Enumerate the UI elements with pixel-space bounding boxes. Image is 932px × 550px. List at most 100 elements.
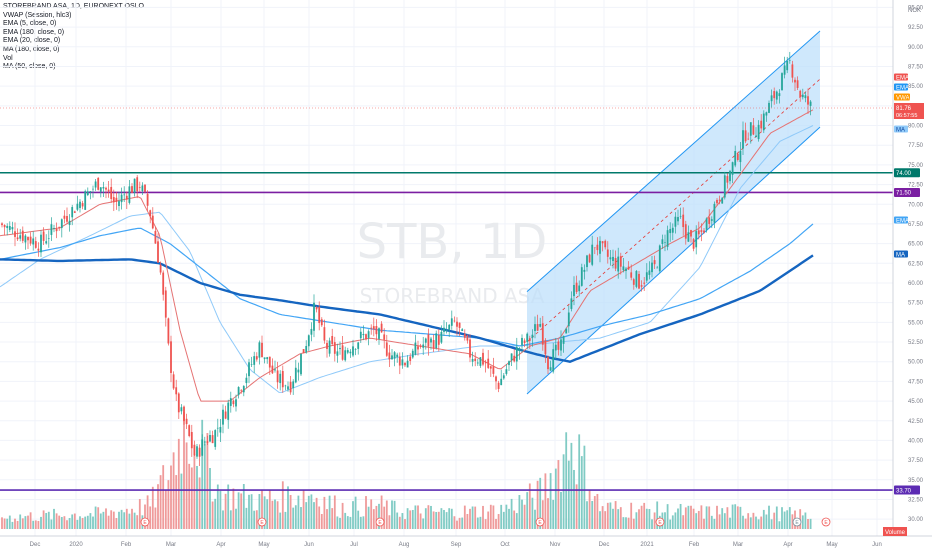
volume-bar — [255, 510, 258, 529]
earnings-marker-circle — [375, 517, 385, 527]
volume-bar — [476, 517, 479, 529]
earnings-marker[interactable]: E — [821, 517, 831, 527]
candle-body — [700, 230, 703, 232]
x-tick-label: Apr — [216, 542, 225, 548]
volume-bar — [164, 489, 167, 529]
watermark-name: STOREBRAND ASA — [360, 284, 545, 308]
candle-body — [365, 334, 367, 340]
candle-body — [479, 357, 482, 366]
candle-body — [474, 358, 477, 362]
candle-body — [84, 191, 87, 210]
earnings-marker[interactable]: E — [535, 517, 545, 527]
volume-bar — [138, 499, 141, 529]
earnings-marker[interactable]: E — [375, 517, 385, 527]
volume-bar — [687, 505, 690, 529]
volume-bar — [510, 498, 513, 529]
volume-bar — [437, 511, 440, 529]
volume-bar — [63, 516, 66, 529]
earnings-marker[interactable]: E — [140, 517, 150, 527]
volume-bar — [567, 460, 570, 529]
candle-body — [391, 355, 393, 360]
candle-body — [89, 191, 92, 193]
volume-bar — [601, 506, 604, 529]
earnings-marker[interactable]: E — [655, 517, 665, 527]
volume-bar — [632, 518, 635, 529]
volume-bar — [677, 508, 679, 529]
volume-bar — [367, 506, 370, 529]
volume-bar — [762, 509, 765, 529]
volume-bar — [508, 508, 510, 529]
candle-body — [541, 323, 544, 345]
volume-bar — [391, 500, 393, 529]
candle-body — [258, 342, 261, 358]
candle-body — [68, 220, 71, 226]
candle-body — [645, 272, 648, 281]
candle-body — [235, 399, 237, 407]
volume-bar — [196, 465, 198, 529]
candle-body — [411, 350, 414, 358]
ema5-tag-bg — [894, 73, 908, 81]
volume-bar — [385, 500, 388, 529]
candle-body — [807, 96, 809, 105]
candle-body — [760, 120, 763, 129]
volume-bar — [266, 499, 269, 529]
candle-body — [289, 381, 292, 393]
candle-body — [263, 357, 266, 360]
candle-body — [276, 370, 279, 383]
candle-body — [45, 241, 48, 244]
volume-bar — [549, 473, 552, 529]
volume-bar — [336, 516, 339, 529]
volume-bar — [89, 513, 92, 529]
volume-bar — [630, 502, 633, 529]
candles — [1, 51, 812, 466]
candle-body — [320, 319, 323, 326]
candle-body — [554, 344, 557, 351]
candle-body — [765, 112, 768, 116]
volume-bar — [695, 513, 698, 529]
candle-body — [375, 326, 378, 335]
candle-body — [24, 235, 27, 243]
candle-body — [123, 194, 126, 196]
candle-body — [513, 355, 516, 362]
volume-bar — [307, 495, 310, 529]
candle-body — [115, 197, 118, 203]
volume-bar — [27, 515, 29, 529]
candle-body — [255, 356, 258, 360]
volume-bar — [320, 513, 323, 529]
candle-body — [617, 256, 620, 272]
candle-body — [570, 298, 573, 309]
candle-body — [466, 335, 469, 341]
y-tick-label: 45.00 — [908, 399, 924, 405]
volume-bar — [526, 492, 529, 529]
volume-bar — [346, 516, 349, 529]
volume-bar — [791, 514, 794, 529]
volume-bar — [227, 484, 230, 529]
candle-body — [297, 369, 300, 373]
vwap-tag: VWAP — [894, 93, 913, 101]
y-tick-label: 67.50 — [908, 222, 924, 228]
candle-body — [692, 239, 695, 249]
volume-bar — [190, 467, 193, 529]
earnings-marker[interactable]: E — [257, 517, 267, 527]
volume-bar — [242, 484, 245, 529]
y-tick-label: 87.50 — [908, 64, 924, 70]
volume-bar — [8, 515, 11, 529]
candle-body — [677, 217, 679, 222]
volume-bar — [479, 516, 482, 529]
volume-bar — [705, 506, 708, 529]
candle-body — [352, 346, 354, 356]
ma180-tag-text: EMA — [896, 218, 909, 224]
candle-body — [73, 211, 76, 213]
candle-body — [619, 256, 622, 267]
candle-body — [604, 240, 607, 248]
volume-bar — [505, 504, 508, 529]
y-tick-label: 32.50 — [908, 497, 924, 503]
volume-bar — [128, 513, 131, 529]
ma180-tag-bg — [894, 216, 908, 224]
volume-bar — [261, 489, 263, 529]
candle-body — [339, 348, 341, 350]
volume-bar — [92, 516, 94, 529]
earnings-marker[interactable]: E — [792, 517, 802, 527]
